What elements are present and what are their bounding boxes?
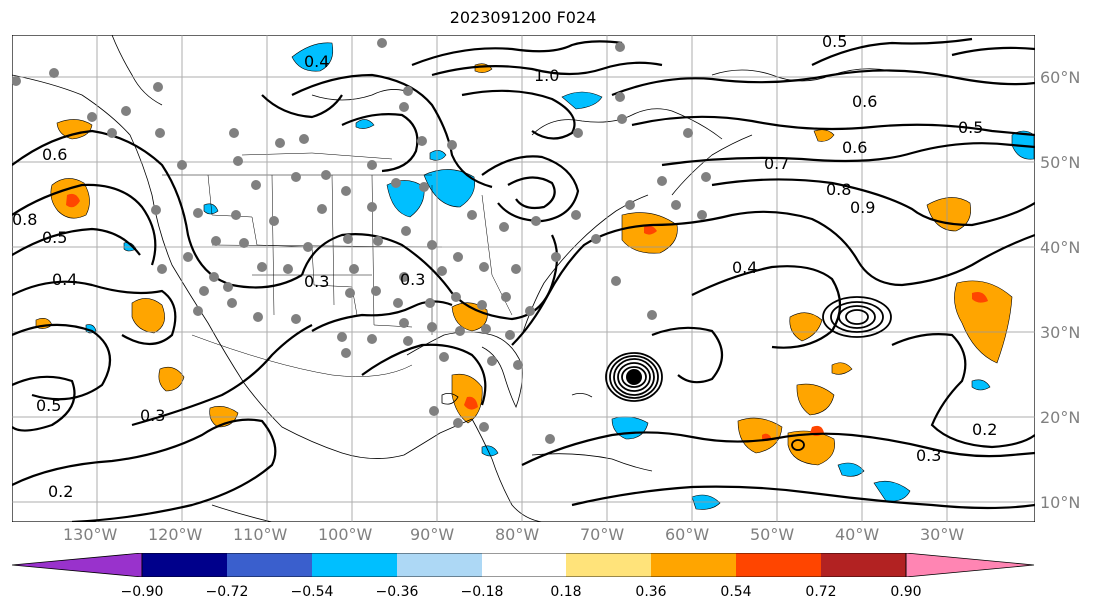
lon-label-40w: 40°W [835,525,880,544]
colorbar-bin [142,553,227,577]
colorbar-tick-label: 0.90 [890,584,922,600]
contour-label: 1.0 [534,66,559,85]
colorbar-bin [482,553,566,577]
lat-label-30n: 30°N [1040,323,1081,342]
lon-label-90w: 90°W [410,525,455,544]
lon-label-100w: 100°W [318,525,373,544]
colorbar-bin [227,553,312,577]
contour-label: 0.5 [36,396,61,415]
colorbar-tick-label: −0.18 [460,584,504,600]
colorbar [12,553,1035,577]
contour-label: 0.7 [764,154,789,173]
contour-label: 0.5 [822,35,847,51]
contour-label: 0.8 [826,180,851,199]
colorbar-tick-label: −0.36 [375,584,419,600]
hurricane-center [626,369,642,385]
colorbar-tick-label: 0.36 [635,584,667,600]
lat-label-60n: 60°N [1040,68,1081,87]
negative-anomaly-regions [85,42,1035,510]
contour-label: 0.5 [958,118,983,137]
contour-label: 0.9 [850,198,875,217]
colorbar-tick-label: −0.54 [290,584,334,600]
contour-label: 0.2 [972,420,997,439]
colorbar-bin [736,553,821,577]
contour-label: 0.2 [48,482,73,501]
lon-label-110w: 110°W [233,525,288,544]
station-dots [12,38,711,444]
lat-label-20n: 20°N [1040,408,1081,427]
lon-label-30w: 30°W [920,525,965,544]
lat-label-50n: 50°N [1040,153,1081,172]
contour-label: 0.4 [732,258,757,277]
lat-label-10n: 10°N [1040,493,1081,512]
colorbar-bin [651,553,736,577]
contour-label: 0.3 [140,406,165,425]
contour-label: 0.4 [304,52,329,71]
contour-label: 0.5 [42,228,67,247]
colorbar-bin [397,553,482,577]
lon-label-80w: 80°W [495,525,540,544]
contour-label: 0.4 [52,270,77,289]
contour-label: 0.3 [916,446,941,465]
lat-label-40n: 40°N [1040,238,1081,257]
hurricane-contours [605,296,892,451]
contour-label: 0.3 [400,270,425,289]
contour-label: 0.3 [304,272,329,291]
contour-label: 0.8 [12,210,37,229]
colorbar-tick-label: −0.72 [205,584,249,600]
colorbar-bin [566,553,651,577]
lon-label-130w: 130°W [63,525,118,544]
colorbar-extend-high [905,553,1035,577]
contour-lines [12,37,1035,522]
colorbar-tick-label: −0.90 [120,584,164,600]
weather-map: 0.4 0.6 0.5 0.8 0.9 1.0 0.3 0.2 0.7 0.6 … [12,35,1035,522]
colorbar-bin [312,553,397,577]
colorbar-bin [821,553,906,577]
contour-label: 0.6 [852,92,877,111]
lon-label-70w: 70°W [580,525,625,544]
map-title: 2023091200 F024 [449,8,597,27]
colorbar-tick-label: 0.54 [720,584,752,600]
colorbar-tick-label: 0.72 [805,584,837,600]
contour-label: 0.6 [42,145,67,164]
lon-label-120w: 120°W [148,525,203,544]
colorbar-extend-low [12,553,143,577]
contour-label: 0.6 [842,138,867,157]
lon-label-60w: 60°W [665,525,710,544]
lon-label-50w: 50°W [750,525,795,544]
contour-value-labels: 0.4 0.6 0.5 0.8 0.9 1.0 0.3 0.2 0.7 0.6 … [12,35,997,501]
colorbar-tick-label: 0.18 [550,584,582,600]
